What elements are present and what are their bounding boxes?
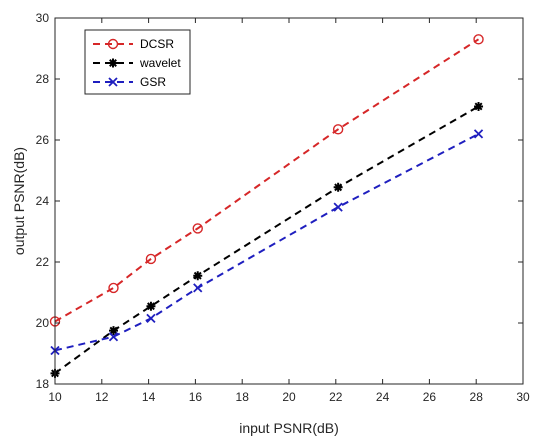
series-line-wavelet [54,105,479,375]
data-point-wavelet [193,271,203,281]
legend-marker [107,38,119,50]
x-tick-label: 30 [516,390,530,404]
data-point-wavelet [146,301,156,311]
legend-label: GSR [140,75,166,89]
data-point-dcsr [145,253,157,265]
data-point-gsr [146,313,156,324]
x-axis-label: input PSNR(dB) [239,420,339,436]
data-point-gsr [333,202,343,212]
y-tick-label: 22 [36,255,50,269]
data-point-dcsr [332,124,344,135]
legend-label: DCSR [140,37,174,51]
x-tick-label: 12 [95,390,109,404]
data-point-wavelet [333,182,343,192]
y-tick-label: 20 [36,316,50,330]
x-tick-label: 14 [142,390,156,404]
x-tick-label: 28 [470,390,484,404]
legend: DCSR wavelet GSR [84,29,191,95]
x-tick-label: 24 [376,390,390,404]
data-point-gsr [193,283,203,293]
y-axis-label: output PSNR(dB) [11,147,27,255]
data-point-dcsr [473,34,484,45]
legend-marker [108,58,118,68]
x-tick-label: 16 [189,390,203,404]
y-tick-label: 24 [36,194,50,208]
legend-item-dcsr: DCSR [93,37,174,51]
data-point-wavelet [109,326,118,336]
series-line-gsr [54,133,479,352]
data-point-gsr [108,332,119,342]
ticks-layer: 10 12 14 16 18 20 22 24 26 28 30 18 20 22 24 26 28 30 [36,11,530,404]
legend-box [84,29,191,95]
data-point-gsr [473,129,484,139]
x-tick-label: 26 [423,390,437,404]
x-tick-label: 10 [48,390,62,404]
legend-label: wavelet [139,56,181,70]
y-tick-label: 30 [36,11,50,25]
y-tick-label: 18 [36,377,50,391]
data-point-dcsr [192,223,203,234]
data-point-wavelet [474,101,484,111]
legend-item-gsr: GSR [93,75,166,89]
x-tick-label: 18 [236,390,250,404]
y-tick-label: 26 [36,133,50,147]
x-tick-label: 20 [282,390,296,404]
legend-marker [108,77,118,87]
legend-item-wavelet: wavelet [93,56,181,70]
y-tick-label: 28 [36,72,50,86]
data-point-dcsr [108,282,119,294]
x-tick-label: 22 [329,390,343,404]
